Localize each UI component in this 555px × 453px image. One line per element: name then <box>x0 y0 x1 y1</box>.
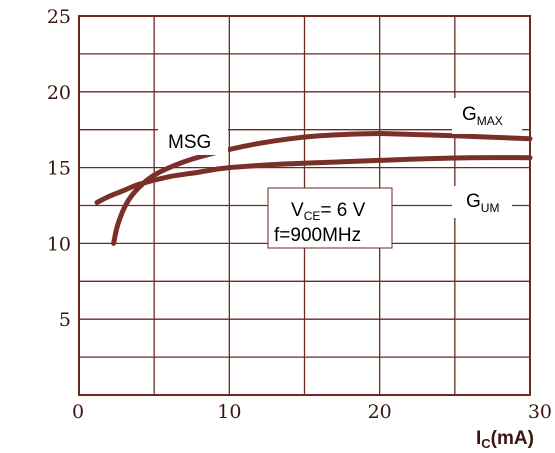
gum-label: GUM <box>466 191 499 215</box>
gmax-label-box <box>452 98 522 134</box>
series-line-msg <box>111 131 383 246</box>
x-axis-label-sub: C <box>481 436 491 451</box>
gmax-label: GMAX <box>462 104 503 128</box>
series-line-gmax <box>377 131 533 142</box>
x-axis-label-unit: (mA) <box>491 428 534 449</box>
y-tick-label: 20 <box>47 82 71 104</box>
condition-vce-value: = 6 V <box>320 200 365 221</box>
y-tick-label: 10 <box>47 233 71 255</box>
conditions-box <box>267 187 393 249</box>
x-tick-labels: 0 10 20 30 <box>72 401 552 423</box>
y-tick-label: 15 <box>47 158 71 180</box>
condition-freq: f=900MHz <box>274 225 361 246</box>
msg-label: MSG <box>168 132 211 153</box>
x-tick-label: 0 <box>72 401 84 423</box>
msg-label-box <box>158 127 228 155</box>
gum-label-sub: UM <box>481 201 500 215</box>
x-tick-label: 20 <box>368 401 392 423</box>
x-tick-label: 10 <box>217 401 241 423</box>
x-axis-label: IC(mA) <box>476 428 534 451</box>
curves <box>94 131 533 246</box>
gmax-label-main: G <box>462 104 477 125</box>
gum-label-main: G <box>466 191 481 212</box>
x-tick-label: 30 <box>528 401 552 423</box>
gmax-label-sub: MAX <box>477 114 503 128</box>
condition-vce: VCE= 6 V <box>291 200 366 223</box>
y-tick-label: 25 <box>47 6 71 28</box>
condition-vce-main: V <box>291 200 304 221</box>
plot-frame <box>78 15 531 396</box>
y-tick-labels: 5 10 15 20 25 <box>47 6 71 331</box>
x-axis-label-main: I <box>476 428 481 449</box>
gum-label-box <box>452 186 512 218</box>
series-line-gum <box>94 155 533 205</box>
condition-vce-sub: CE <box>304 209 321 223</box>
y-tick-label: 5 <box>59 309 71 331</box>
